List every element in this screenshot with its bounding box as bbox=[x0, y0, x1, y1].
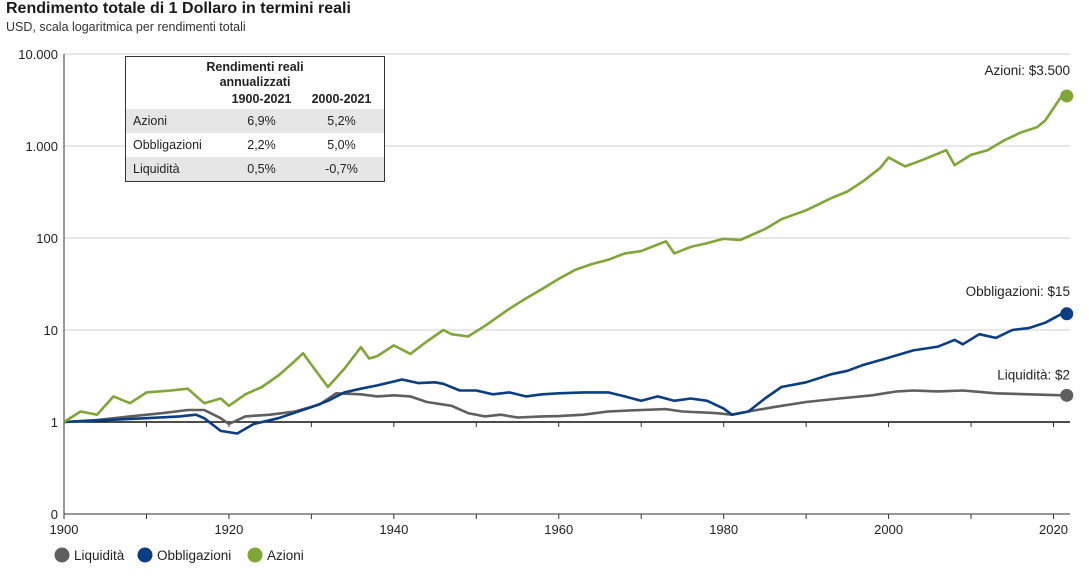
chart-title: Rendimento totale di 1 Dollaro in termin… bbox=[6, 0, 351, 17]
y-tick-label: 1 bbox=[51, 415, 58, 430]
x-tick-label: 1920 bbox=[214, 522, 243, 537]
legend-label-azioni: Azioni bbox=[267, 548, 304, 563]
tick-labels: 0 1 10 100 1.000 10.000 1900 1920 1940 1960 1980 20… bbox=[18, 47, 1068, 537]
table-column-headers: 1900-2021 2000-2021 bbox=[126, 90, 384, 109]
series-line-azioni bbox=[63, 95, 1063, 424]
x-tick-label: 2020 bbox=[1039, 522, 1068, 537]
table-row-label: Obbligazioni bbox=[133, 138, 202, 152]
x-tick-label: 1940 bbox=[379, 522, 408, 537]
table-row: Obbligazioni 2,2% 5,0% bbox=[126, 133, 384, 157]
table-title-line1: Rendimenti reali bbox=[206, 60, 304, 74]
table-cell: 5,0% bbox=[327, 138, 356, 152]
chart-subtitle: USD, scala logaritmica per rendimenti to… bbox=[6, 20, 246, 34]
table-header-blank bbox=[126, 92, 224, 106]
table-title: Rendimenti reali annualizzati bbox=[126, 57, 384, 90]
legend: Liquidità Obbligazioni Azioni bbox=[54, 547, 304, 563]
table-cell: 0,5% bbox=[247, 162, 276, 176]
end-marker-liquidita bbox=[1060, 388, 1074, 402]
table-row: Liquidità 0,5% -0,7% bbox=[126, 157, 384, 181]
y-tick-label: 10.000 bbox=[18, 47, 58, 62]
y-tick-label: 0 bbox=[51, 507, 58, 522]
y-tick-label: 1.000 bbox=[25, 139, 58, 154]
returns-table: Rendimenti reali annualizzati 1900-2021 … bbox=[125, 56, 385, 182]
y-tick-label: 10 bbox=[44, 323, 58, 338]
table-cell: 6,9% bbox=[247, 114, 276, 128]
legend-marker-liquidita bbox=[54, 547, 70, 563]
table-row: Azioni 6,9% 5,2% bbox=[126, 109, 384, 133]
series-line-liquidita bbox=[63, 389, 1062, 426]
table-header-col2: 2000-2021 bbox=[311, 92, 372, 106]
table-row-label: Azioni bbox=[133, 114, 168, 128]
table-cell: -0,7% bbox=[325, 162, 358, 176]
end-marker-obbligazioni bbox=[1060, 307, 1074, 321]
x-tick-label: 1960 bbox=[544, 522, 573, 537]
end-label-liquidita: Liquidità: $2 bbox=[997, 367, 1070, 382]
legend-marker-obbligazioni bbox=[137, 547, 153, 563]
x-tick-label: 2000 bbox=[874, 522, 903, 537]
x-tick-label: 1980 bbox=[709, 522, 738, 537]
table-row-label: Liquidità bbox=[133, 162, 180, 176]
legend-label-liquidita: Liquidità bbox=[74, 548, 125, 563]
table-title-line2: annualizzati bbox=[219, 75, 291, 89]
table-cell: 2,2% bbox=[247, 138, 276, 152]
legend-label-obbligazioni: Obbligazioni bbox=[157, 548, 231, 563]
table-header-col1: 1900-2021 bbox=[231, 92, 292, 106]
end-marker-azioni bbox=[1060, 89, 1074, 103]
end-label-azioni: Azioni: $3.500 bbox=[984, 63, 1070, 78]
x-tick-label: 1900 bbox=[50, 522, 79, 537]
legend-marker-azioni bbox=[247, 547, 263, 563]
table-cell: 5,2% bbox=[327, 114, 356, 128]
series-lines bbox=[63, 95, 1063, 435]
y-tick-label: 100 bbox=[36, 231, 58, 246]
end-markers: Liquidità: $2 Obbligazioni: $15 Azioni: $3… bbox=[966, 63, 1074, 402]
series-line-obbligazioni bbox=[63, 312, 1063, 435]
end-label-obbligazioni: Obbligazioni: $15 bbox=[966, 284, 1070, 299]
